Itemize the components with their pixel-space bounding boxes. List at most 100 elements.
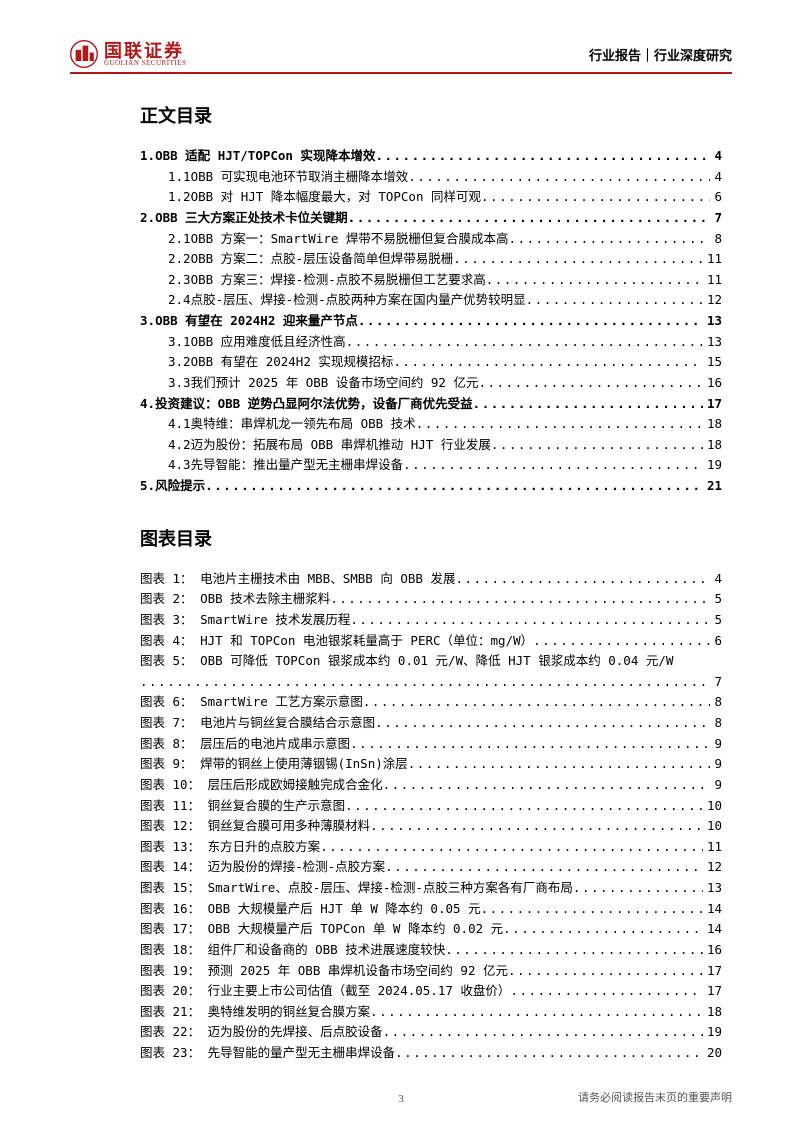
figure-leader [533,631,710,652]
toc-page: 17 [703,394,722,415]
toc-entry: 5. 风险提示 21 [140,476,722,497]
toc-page: 4 [710,146,722,167]
figure-page: 10 [703,796,722,817]
figure-entry: 图表 6： SmartWire 工艺方案示意图 8 [140,692,722,713]
figure-page: 4 [710,569,722,590]
toc-label: OBB 有望在 2024H2 迎来量产节点 [155,311,358,332]
toc-page: 16 [703,373,722,394]
figure-page: 8 [710,713,722,734]
toc-leader [473,394,703,415]
toc-page: 18 [703,435,722,456]
toc-number: 2.1 [168,229,191,250]
toc-number: 5. [140,476,155,497]
figure-entry: 图表 2： OBB 技术去除主栅浆料 5 [140,589,722,610]
figure-number: 图表 20： [140,981,200,1002]
toc-label: OBB 方案一：SmartWire 焊带不易脱栅但复合膜成本高 [191,229,509,250]
figure-number: 图表 3： [140,610,193,631]
figure-entry: 图表 8： 层压后的电池片成串示意图 9 [140,734,722,755]
figure-leader [395,1043,703,1064]
figure-label: 迈为股份的先焊接、后点胶设备 [200,1022,383,1043]
figure-label: 铜丝复合膜可用多种薄膜材料 [200,816,370,837]
toc-leader [416,414,703,435]
divider [70,72,732,74]
figure-label: OBB 大规模量产后 TOPCon 单 W 降本约 0.02 元 [200,919,503,940]
toc-number: 1.1 [168,167,191,188]
toc-leader [393,352,703,373]
figure-entry: 图表 14： 迈为股份的焊接-检测-点胶方案 12 [140,857,722,878]
figure-entry: 图表 15： SmartWire、点胶-层压、焊接-检测-点胶三种方案各有厂商布… [140,878,722,899]
figure-label: 电池片主栅技术由 MBB、SMBB 向 OBB 发展 [193,569,456,590]
figure-leader [408,754,711,775]
toc-entry: 4.3 先导智能：推出量产型无主栅串焊设备 19 [140,455,722,476]
figure-label: 迈为股份的焊接-检测-点胶方案 [200,857,385,878]
toc-page: 12 [703,290,722,311]
figure-label: OBB 技术去除主栅浆料 [193,589,331,610]
toc-label: OBB 对 HJT 降本幅度最大，对 TOPCon 同样可观 [191,187,481,208]
figure-number: 图表 23： [140,1043,200,1064]
toc-leader [481,187,710,208]
toc-label: 奥特维：串焊机龙一领先布局 OBB 技术 [191,414,416,435]
figure-label: 组件厂和设备商的 OBB 技术进展速度较快 [200,940,445,961]
figure-label: 层压后的电池片成串示意图 [193,734,351,755]
figure-leader [350,734,710,755]
figure-list: 图表 1： 电池片主栅技术由 MBB、SMBB 向 OBB 发展 4图表 2： … [140,569,722,1064]
toc-entry: 3.1 OBB 应用难度低且经济性高 13 [140,332,722,353]
figure-page: 17 [703,981,722,1002]
figure-entry: 图表 19： 预测 2025 年 OBB 串焊机设备市场空间约 92 亿元 17 [140,961,722,982]
figure-label: 预测 2025 年 OBB 串焊机设备市场空间约 92 亿元 [200,961,508,982]
toc-label: OBB 适配 HJT/TOPCon 实现降本增效 [155,146,375,167]
figure-label: SmartWire 技术发展历程 [193,610,351,631]
logo-en: GUOLIAN SECURITIES [104,60,186,67]
figure-page: 5 [710,589,722,610]
header: 国联证券 GUOLIAN SECURITIES 行业报告｜行业深度研究 [70,40,732,68]
toc-number: 4.3 [168,455,191,476]
figure-leader [363,692,711,713]
figure-leader [370,816,703,837]
figure-label: SmartWire、点胶-层压、焊接-检测-点胶三种方案各有厂商布局 [200,878,573,899]
figure-entry: 图表 17： OBB 大规模量产后 TOPCon 单 W 降本约 0.02 元 … [140,919,722,940]
figure-number: 图表 11： [140,796,200,817]
toc-number: 3. [140,311,155,332]
toc-leader [348,208,711,229]
figure-entry: 图表 1： 电池片主栅技术由 MBB、SMBB 向 OBB 发展 4 [140,569,722,590]
figure-page: 17 [703,961,722,982]
logo-text: 国联证券 GUOLIAN SECURITIES [104,42,186,67]
figure-entry: 图表 5： OBB 可降低 TOPCon 银浆成本约 0.01 元/W、降低 H… [140,651,722,672]
figure-leader [370,1002,703,1023]
figure-leader [510,981,703,1002]
toc-page: 15 [703,352,722,373]
figure-entry: 图表 12： 铜丝复合膜可用多种薄膜材料 10 [140,816,722,837]
figure-entry: 图表 9： 焊带的铜丝上使用薄铟锡(InSn)涂层 9 [140,754,722,775]
figure-number: 图表 8： [140,734,193,755]
toc-page: 8 [710,229,722,250]
disclaimer: 请务必阅读报告末页的重要声明 [578,1089,732,1105]
figure-label: 先导智能的量产型无主栅串焊设备 [200,1043,395,1064]
figure-number: 图表 7： [140,713,193,734]
figure-leader [383,775,711,796]
figure-label: HJT 和 TOPCon 电池银浆耗量高于 PERC（单位：mg/W） [193,631,534,652]
figure-number: 图表 18： [140,940,200,961]
figure-page: 20 [703,1043,722,1064]
toc-entry: 2.4 点胶-层压、焊接-检测-点胶两种方案在国内量产优势较明显 12 [140,290,722,311]
figure-number: 图表 4： [140,631,193,652]
figure-entry: 图表 21： 奥特维发明的铜丝复合膜方案 18 [140,1002,722,1023]
figure-number: 图表 21： [140,1002,200,1023]
toc-label: OBB 三大方案正处技术卡位关键期 [155,208,348,229]
figure-entry: 图表 4： HJT 和 TOPCon 电池银浆耗量高于 PERC（单位：mg/W… [140,631,722,652]
toc-label: OBB 方案二：点胶-层压设备简单但焊带易脱栅 [191,249,454,270]
figure-leader [573,878,703,899]
toc-leader [526,290,703,311]
toc-number: 3.2 [168,352,191,373]
toc-number: 2. [140,208,155,229]
toc-label: 迈为股份：拓展布局 OBB 串焊机推动 HJT 行业发展 [191,435,491,456]
toc-leader [508,229,710,250]
figure-number: 图表 13： [140,837,200,858]
figure-number: 图表 19： [140,961,200,982]
figure-label: 焊带的铜丝上使用薄铟锡(InSn)涂层 [193,754,408,775]
toc-page: 18 [703,414,722,435]
figure-leader [375,713,710,734]
toc-label: 投资建议：OBB 逆势凸显阿尔法优势，设备厂商优先受益 [155,394,473,415]
figure-number: 图表 1： [140,569,193,590]
toc-page: 21 [703,476,722,497]
toc-leader [375,146,710,167]
